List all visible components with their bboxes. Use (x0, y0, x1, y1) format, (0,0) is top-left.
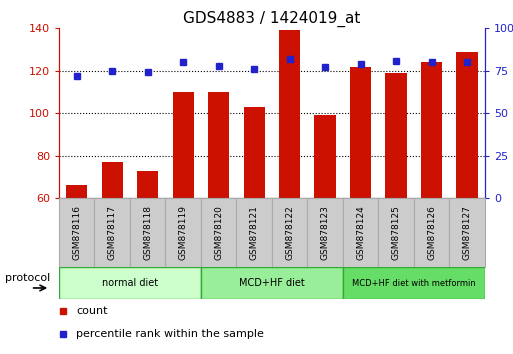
Bar (201, 267, 343, 299)
Bar (165, 198, 201, 267)
Bar (172, 92, 194, 198)
Bar (236, 198, 272, 267)
Bar (350, 67, 371, 198)
Bar (343, 198, 378, 267)
Bar (421, 62, 442, 198)
Bar (130, 198, 165, 267)
Text: GSM878125: GSM878125 (391, 205, 401, 260)
Text: GSM878120: GSM878120 (214, 205, 223, 260)
Bar (343, 267, 485, 299)
Text: MCD+HF diet: MCD+HF diet (239, 278, 305, 288)
Text: GSM878126: GSM878126 (427, 205, 436, 260)
Bar (137, 171, 159, 198)
Bar (385, 73, 407, 198)
Bar (449, 198, 485, 267)
Text: GSM878121: GSM878121 (250, 205, 259, 260)
Text: MCD+HF diet with metformin: MCD+HF diet with metformin (352, 279, 476, 288)
Bar (59, 198, 94, 267)
Bar (307, 198, 343, 267)
Bar (208, 92, 229, 198)
Bar (414, 198, 449, 267)
Text: percentile rank within the sample: percentile rank within the sample (76, 329, 264, 339)
Bar (59, 267, 201, 299)
Title: GDS4883 / 1424019_at: GDS4883 / 1424019_at (183, 11, 361, 27)
Text: GSM878122: GSM878122 (285, 205, 294, 260)
Text: GSM878117: GSM878117 (108, 205, 117, 260)
Text: GSM878123: GSM878123 (321, 205, 330, 260)
Bar (378, 198, 414, 267)
Bar (457, 52, 478, 198)
Text: protocol: protocol (5, 273, 50, 284)
Bar (94, 198, 130, 267)
Text: count: count (76, 306, 108, 316)
Text: GSM878124: GSM878124 (356, 205, 365, 260)
Text: GSM878116: GSM878116 (72, 205, 81, 260)
Bar (279, 30, 300, 198)
Text: GSM878118: GSM878118 (143, 205, 152, 260)
Bar (272, 198, 307, 267)
Bar (201, 198, 236, 267)
Bar (314, 115, 336, 198)
Bar (66, 185, 87, 198)
Text: GSM878127: GSM878127 (463, 205, 471, 260)
Bar (102, 162, 123, 198)
Text: normal diet: normal diet (102, 278, 158, 288)
Bar (244, 107, 265, 198)
Text: GSM878119: GSM878119 (179, 205, 188, 260)
